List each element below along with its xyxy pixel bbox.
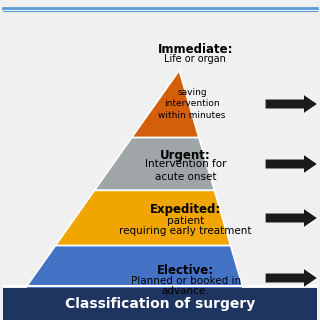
Text: Elective:: Elective: xyxy=(157,263,214,276)
Bar xyxy=(3,288,317,320)
Text: Urgent:: Urgent: xyxy=(160,149,211,163)
Text: patient: patient xyxy=(167,216,204,226)
Text: Intervention for
acute onset: Intervention for acute onset xyxy=(145,159,226,181)
Polygon shape xyxy=(266,209,317,227)
Polygon shape xyxy=(94,138,214,190)
Polygon shape xyxy=(55,190,231,246)
Polygon shape xyxy=(132,70,199,138)
Polygon shape xyxy=(266,95,317,113)
Text: Expedited:: Expedited: xyxy=(150,204,221,217)
Text: requiring early treatment: requiring early treatment xyxy=(119,226,252,236)
Polygon shape xyxy=(266,269,317,287)
Polygon shape xyxy=(10,246,250,310)
Text: saving
intervention
within minutes: saving intervention within minutes xyxy=(158,88,226,120)
Text: advance.: advance. xyxy=(162,286,209,296)
Polygon shape xyxy=(266,155,317,173)
Text: Life or organ: Life or organ xyxy=(164,54,226,64)
Text: Immediate:: Immediate: xyxy=(157,43,233,56)
Text: Classification of surgery: Classification of surgery xyxy=(65,297,255,311)
Text: Planned or booked in: Planned or booked in xyxy=(131,276,241,286)
